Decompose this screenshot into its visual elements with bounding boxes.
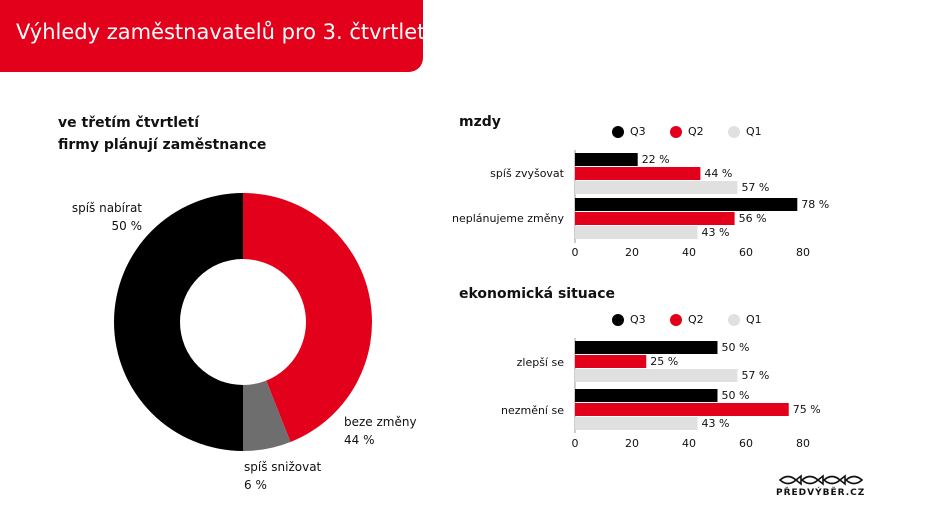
legend-label-q1: Q1 — [746, 313, 762, 326]
mzdy-value-label-q3-0: 22 % — [642, 153, 670, 166]
legend-q2: Q2 — [670, 313, 728, 326]
ekon-tick-60: 60 — [739, 437, 753, 450]
legend-label-q2: Q2 — [688, 313, 704, 326]
mzdy-tick-0: 0 — [572, 246, 579, 259]
ekon-value-label-q2-0: 25 % — [650, 355, 678, 368]
mzdy-bar-q2-1 — [575, 212, 735, 225]
donut-title: ve třetím čtvrtletí firmy plánují zaměst… — [58, 112, 318, 156]
mzdy-legend: Q3 Q2 Q1 — [612, 125, 786, 138]
ekon-tick-0: 0 — [572, 437, 579, 450]
label-nabirat-value: 50 % — [111, 219, 143, 233]
mzdy-tick-40: 40 — [682, 246, 696, 259]
ekon-bar-q1-0 — [575, 369, 738, 382]
label-snizovat-name: spíš snižovat — [244, 460, 322, 474]
legend-q2: Q2 — [670, 125, 728, 138]
donut-slice-nabirat — [114, 193, 243, 451]
ekon-tick-20: 20 — [625, 437, 639, 450]
label-beze: beze změny 44 % — [344, 413, 417, 449]
legend-q3: Q3 — [612, 313, 670, 326]
mzdy-bar-q3-0 — [575, 153, 638, 166]
legend-dot-q3 — [612, 313, 624, 326]
mzdy-bar-q1-0 — [575, 181, 738, 194]
label-snizovat-value: 6 % — [244, 478, 267, 492]
ekon-value-label-q3-1: 50 % — [722, 389, 750, 402]
label-beze-value: 44 % — [344, 433, 375, 447]
legend-label-q2: Q2 — [688, 125, 704, 138]
legend-label-q3: Q3 — [630, 313, 646, 326]
ekon-tick-40: 40 — [682, 437, 696, 450]
legend-dot-q2 — [670, 125, 682, 138]
legend-dot-q1 — [728, 313, 740, 326]
ekon-value-label-q1-1: 43 % — [702, 417, 730, 430]
mzdy-bar-q2-0 — [575, 167, 701, 180]
label-beze-name: beze změny — [344, 415, 417, 429]
ekon-tick-80: 80 — [796, 437, 810, 450]
mzdy-tick-80: 80 — [796, 246, 810, 259]
label-snizovat: spíš snižovat 6 % — [244, 458, 321, 494]
logo-text: PŘEDVÝBĚR.CZ — [776, 488, 866, 498]
mzdy-value-label-q1-1: 43 % — [702, 226, 730, 239]
mzdy-value-label-q2-0: 44 % — [704, 167, 732, 180]
donut-slice-snizovat — [243, 380, 291, 451]
mzdy-bar-q3-1 — [575, 198, 798, 211]
legend-label-q1: Q1 — [746, 125, 762, 138]
legend-dot-q3 — [612, 125, 624, 138]
legend-dot-q1 — [728, 125, 740, 138]
ekon-legend: Q3 Q2 Q1 — [612, 313, 786, 326]
ekon-bar-q2-0 — [575, 355, 647, 368]
header-banner: Výhledy zaměstnavatelů pro 3. čtvrtletí — [0, 0, 431, 72]
mzdy-value-label-q3-1: 78 % — [801, 198, 829, 211]
ekon-title: ekonomická situace — [459, 286, 615, 302]
ekon-bar-q1-1 — [575, 417, 698, 430]
donut-title-line1: ve třetím čtvrtletí — [58, 115, 200, 131]
ekon-value-label-q3-0: 50 % — [722, 341, 750, 354]
legend-q3: Q3 — [612, 125, 670, 138]
mzdy-value-label-q1-0: 57 % — [741, 181, 769, 194]
mzdy-tick-60: 60 — [739, 246, 753, 259]
label-nabirat: spíš nabírat 50 % — [40, 199, 142, 235]
mzdy-bar-q1-1 — [575, 226, 698, 239]
ekon-cat-0: zlepší se — [516, 356, 564, 369]
mzdy-tick-20: 20 — [625, 246, 639, 259]
legend-dot-q2 — [670, 313, 682, 326]
mzdy-cat-0: spíš zvyšovat — [490, 167, 564, 180]
donut-slice-beze — [243, 193, 373, 442]
ekon-value-label-q1-0: 57 % — [741, 369, 769, 382]
page-title: Výhledy zaměstnavatelů pro 3. čtvrtletí — [16, 20, 432, 44]
ekon-cat-1: nezmění se — [500, 404, 564, 417]
ekon-bar-q2-1 — [575, 403, 789, 416]
fish-logo-icon — [778, 474, 864, 486]
legend-q1: Q1 — [728, 125, 786, 138]
legend-q1: Q1 — [728, 313, 786, 326]
mzdy-title: mzdy — [459, 114, 501, 130]
legend-label-q3: Q3 — [630, 125, 646, 138]
ekon-bar-q3-1 — [575, 389, 718, 402]
ekon-bar-q3-0 — [575, 341, 718, 354]
donut-title-line2: firmy plánují zaměstnance — [58, 137, 267, 153]
mzdy-value-label-q2-1: 56 % — [739, 212, 767, 225]
ekon-value-label-q2-1: 75 % — [793, 403, 821, 416]
mzdy-cat-1: neplánujeme změny — [451, 212, 564, 225]
logo: PŘEDVÝBĚR.CZ — [776, 472, 866, 502]
label-nabirat-name: spíš nabírat — [71, 201, 142, 215]
